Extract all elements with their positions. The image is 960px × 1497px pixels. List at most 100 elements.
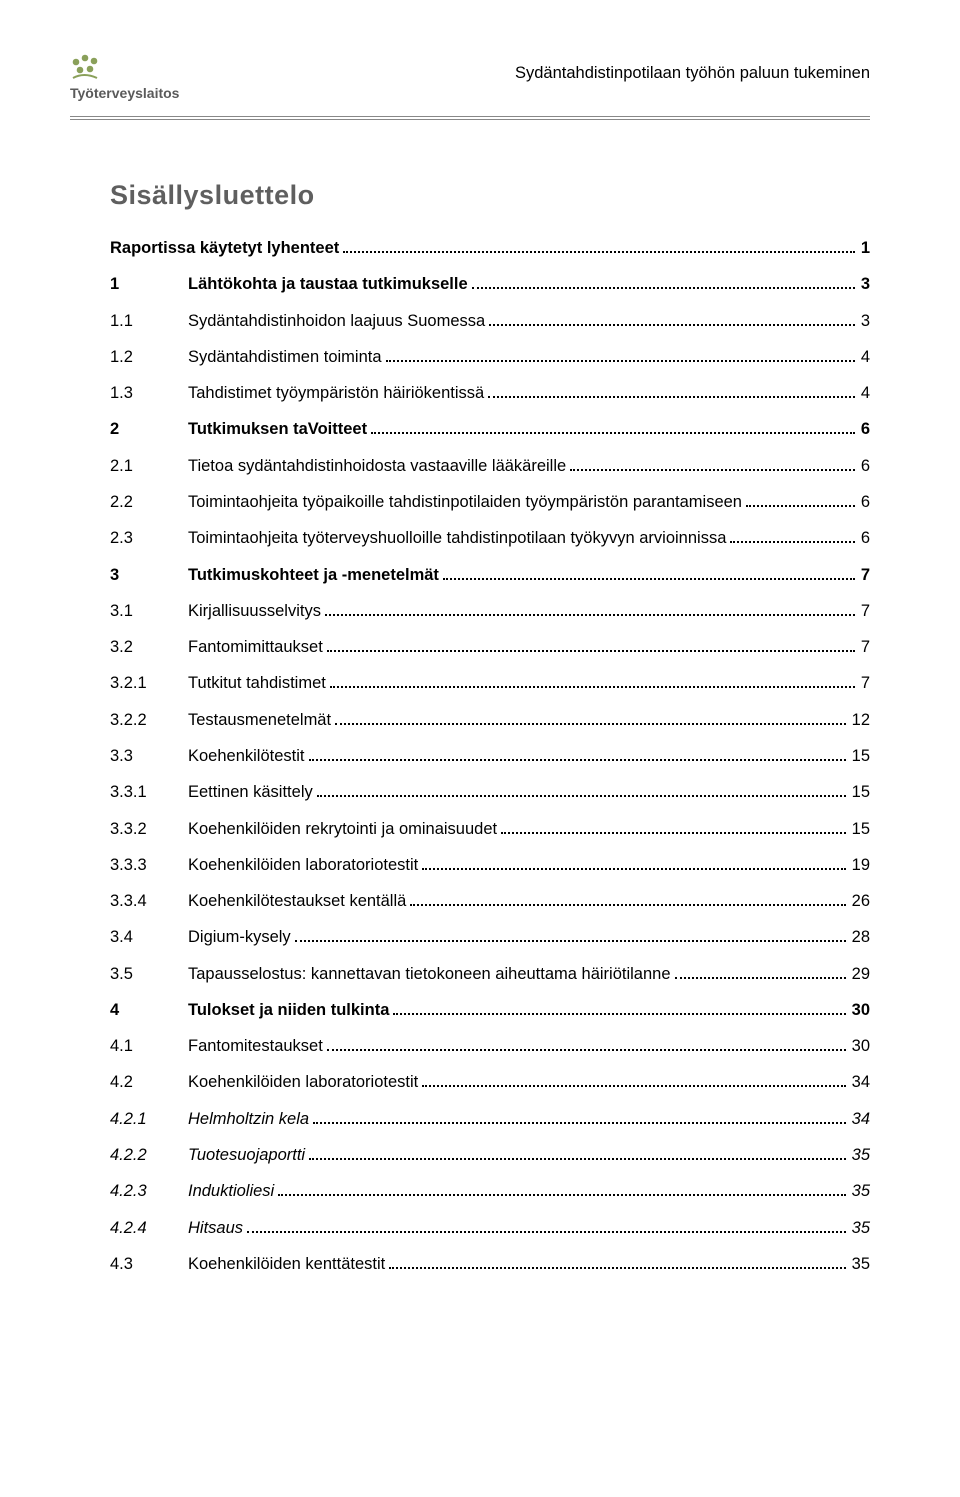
- toc-leader: [371, 432, 855, 434]
- toc-leader: [570, 469, 855, 471]
- toc-entry-page: 30: [850, 1035, 870, 1058]
- toc-entry-label: Sydäntahdistinhoidon laajuus Suomessa: [188, 310, 485, 333]
- toc-entry: 3.2Fantomimittaukset7: [110, 636, 870, 659]
- toc-entry-number: 3.3.2: [110, 818, 188, 841]
- toc-entry-label: Kirjallisuusselvitys: [188, 600, 321, 623]
- toc-entry: 1.2Sydäntahdistimen toiminta4: [110, 346, 870, 369]
- toc-entry-number: 4.2.2: [110, 1144, 188, 1167]
- toc-entry-number: 3.2.1: [110, 672, 188, 695]
- toc-entry-number: 4.2.1: [110, 1108, 188, 1131]
- toc-leader: [393, 1013, 845, 1015]
- toc-entry: 3.3.1Eettinen käsittely15: [110, 781, 870, 804]
- toc-entry-page: 6: [859, 491, 870, 514]
- toc-entry: 3.3.2Koehenkilöiden rekrytointi ja omina…: [110, 818, 870, 841]
- toc-entry-label: Koehenkilötestit: [188, 745, 305, 768]
- toc-entry-label: Fantomitestaukset: [188, 1035, 323, 1058]
- toc-leader: [472, 287, 855, 289]
- toc-leader: [389, 1267, 845, 1269]
- toc-entry: 1Lähtökohta ja taustaa tutkimukselle3: [110, 273, 870, 296]
- toc-entry-page: 30: [850, 999, 870, 1022]
- toc-entry: 2.2Toimintaohjeita työpaikoille tahdisti…: [110, 491, 870, 514]
- toc-entry-page: 34: [850, 1071, 870, 1094]
- toc-entry-page: 7: [859, 600, 870, 623]
- toc-leader: [730, 541, 854, 543]
- toc-entry-page: 6: [859, 527, 870, 550]
- toc-entry-label: Raportissa käytetyt lyhenteet: [110, 237, 339, 260]
- toc-entry-label: Digium-kysely: [188, 926, 291, 949]
- toc-entry-page: 15: [850, 745, 870, 768]
- toc-entry: 3Tutkimuskohteet ja -menetelmät7: [110, 564, 870, 587]
- toc-leader: [410, 904, 845, 906]
- toc-entry: 3.5Tapausselostus: kannettavan tietokone…: [110, 963, 870, 986]
- toc-entry-page: 35: [850, 1180, 870, 1203]
- toc-entry-number: 2.3: [110, 527, 188, 550]
- toc-entry-page: 12: [850, 709, 870, 732]
- toc-leader: [317, 795, 846, 797]
- toc-entry-number: 4.2.3: [110, 1180, 188, 1203]
- toc-leader: [327, 1049, 846, 1051]
- toc-leader: [488, 396, 855, 398]
- toc-entry-page: 15: [850, 818, 870, 841]
- toc-leader: [278, 1194, 845, 1196]
- toc-entry: 4.3Koehenkilöiden kenttätestit35: [110, 1253, 870, 1276]
- toc-entry: 3.2.2Testausmenetelmät12: [110, 709, 870, 732]
- toc-heading: Sisällysluettelo: [110, 180, 870, 211]
- toc-entry-page: 19: [850, 854, 870, 877]
- toc-leader: [343, 251, 855, 253]
- toc-entry-number: 3.3.3: [110, 854, 188, 877]
- toc-entry-label: Sydäntahdistimen toiminta: [188, 346, 382, 369]
- toc-leader: [501, 832, 846, 834]
- toc-entry-label: Eettinen käsittely: [188, 781, 313, 804]
- toc-entry-label: Tutkitut tahdistimet: [188, 672, 326, 695]
- toc-entry: 4Tulokset ja niiden tulkinta 30: [110, 999, 870, 1022]
- toc-entry-label: Tietoa sydäntahdistinhoidosta vastaavill…: [188, 455, 566, 478]
- toc-entry-label: Tahdistimet työympäristön häiriökentissä: [188, 382, 484, 405]
- toc-entry-number: 1.2: [110, 346, 188, 369]
- toc-leader: [386, 360, 855, 362]
- toc-entry-page: 35: [850, 1217, 870, 1240]
- toc-entry-number: 4.2: [110, 1071, 188, 1094]
- toc-leader: [313, 1122, 846, 1124]
- toc-entry: 1.1Sydäntahdistinhoidon laajuus Suomessa…: [110, 310, 870, 333]
- document-running-title: Sydäntahdistinpotilaan työhön paluun tuk…: [515, 64, 870, 83]
- toc-entry-label: Fantomimittaukset: [188, 636, 323, 659]
- toc-entry-label: Induktioliesi: [188, 1180, 274, 1203]
- toc-entry: 4.2.3Induktioliesi 35: [110, 1180, 870, 1203]
- toc-entry-number: 2.1: [110, 455, 188, 478]
- toc-entry: 3.3.3Koehenkilöiden laboratoriotestit19: [110, 854, 870, 877]
- toc-entry-number: 3.3.1: [110, 781, 188, 804]
- toc-leader: [422, 868, 845, 870]
- toc-entry-page: 28: [850, 926, 870, 949]
- toc-entry-label: Tulokset ja niiden tulkinta: [188, 999, 389, 1022]
- toc-entry-label: Lähtökohta ja taustaa tutkimukselle: [188, 273, 468, 296]
- toc-entry-number: 2.2: [110, 491, 188, 514]
- table-of-contents: Raportissa käytetyt lyhenteet1 1Lähtökoht…: [110, 237, 870, 1276]
- toc-leader: [675, 977, 846, 979]
- toc-entry-number: 4.3: [110, 1253, 188, 1276]
- toc-entry: 4.2.2Tuotesuojaportti35: [110, 1144, 870, 1167]
- toc-entry-number: 1.3: [110, 382, 188, 405]
- toc-entry: 4.2.4Hitsaus35: [110, 1217, 870, 1240]
- toc-entry-label: Helmholtzin kela: [188, 1108, 309, 1131]
- toc-entry: 3.3Koehenkilötestit15: [110, 745, 870, 768]
- toc-leader: [309, 1158, 846, 1160]
- toc-entry-label: Koehenkilöiden laboratoriotestit: [188, 1071, 418, 1094]
- toc-entry-label: Toimintaohjeita työpaikoille tahdistinpo…: [188, 491, 742, 514]
- toc-entry-page: 35: [850, 1253, 870, 1276]
- toc-entry-number: 3.2: [110, 636, 188, 659]
- toc-entry: Raportissa käytetyt lyhenteet1: [110, 237, 870, 260]
- toc-entry-page: 29: [850, 963, 870, 986]
- toc-entry-number: 4.1: [110, 1035, 188, 1058]
- toc-entry-page: 26: [850, 890, 870, 913]
- logo: Työterveyslaitos: [70, 52, 179, 101]
- toc-entry-number: 4: [110, 999, 188, 1022]
- toc-entry-page: 7: [859, 564, 870, 587]
- toc-entry-number: 4.2.4: [110, 1217, 188, 1240]
- toc-leader: [335, 723, 846, 725]
- toc-entry: 3.2.1Tutkitut tahdistimet7: [110, 672, 870, 695]
- toc-leader: [746, 505, 855, 507]
- toc-entry: 2.1Tietoa sydäntahdistinhoidosta vastaav…: [110, 455, 870, 478]
- toc-leader: [309, 759, 846, 761]
- toc-entry-label: Testausmenetelmät: [188, 709, 331, 732]
- toc-entry: 4.2.1Helmholtzin kela34: [110, 1108, 870, 1131]
